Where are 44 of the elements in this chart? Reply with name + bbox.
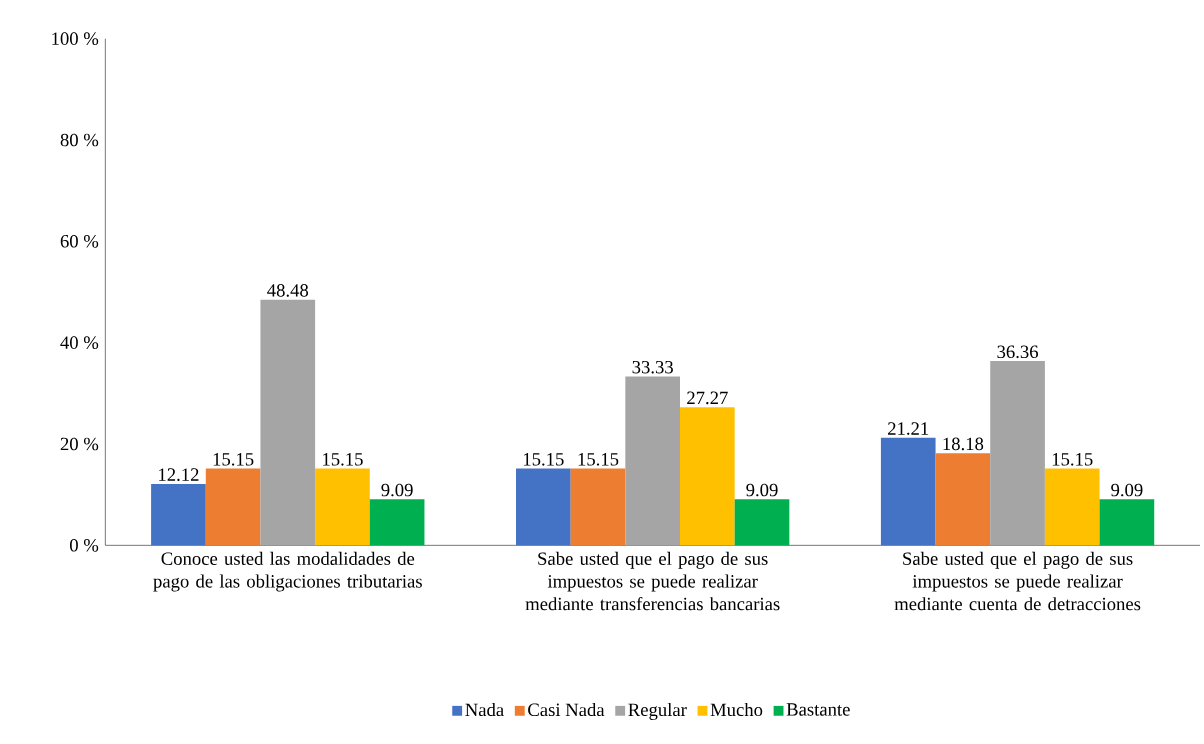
- data-label: 36.36: [997, 345, 1039, 359]
- data-label: 15.15: [213, 453, 254, 466]
- y-tick-label: 20 %: [60, 437, 99, 451]
- data-label: 27.27: [687, 391, 728, 405]
- bar: [680, 407, 735, 546]
- bar: [1044, 468, 1100, 546]
- data-label: 21.21: [888, 422, 929, 435]
- bar: [260, 299, 316, 546]
- bar: [369, 499, 425, 546]
- bar: [315, 468, 370, 546]
- bar: [1099, 499, 1155, 546]
- legend-label: Regular: [628, 702, 687, 720]
- bar: [516, 468, 571, 546]
- bar: [990, 361, 1045, 546]
- x-tick-label: Sabe usted que el pago de sus impuestos se puede realizar mediante transferencias bancarias: [525, 551, 780, 611]
- legend-label: Bastante: [786, 703, 850, 716]
- bar: [935, 453, 991, 546]
- bar: [205, 468, 261, 546]
- y-tick-label: 80 %: [60, 133, 99, 147]
- data-label: 33.33: [632, 360, 673, 374]
- bar: [625, 376, 681, 546]
- y-tick-label: 60 %: [60, 235, 99, 248]
- data-label: 15.15: [578, 453, 619, 466]
- x-tick-label: Conoce usted las modalidades de pago de las obligaciones tributarias: [153, 551, 422, 592]
- bar: [880, 437, 936, 546]
- bar: [151, 483, 206, 546]
- legend-label: Casi Nada: [528, 702, 605, 717]
- legend-label: Nada: [465, 702, 504, 717]
- legend-label: Mucho: [710, 702, 763, 717]
- x-tick-label: Sabe usted que el pago de sus impuestos se puede realizar mediante cuenta de detracciones: [894, 551, 1141, 611]
- data-label: 9.09: [1111, 483, 1143, 497]
- data-label: 18.18: [943, 437, 984, 451]
- bar: [734, 499, 790, 546]
- y-tick-label: 40 %: [60, 336, 99, 349]
- bar: [570, 468, 626, 546]
- data-label: 12.12: [159, 468, 199, 481]
- data-label: 9.09: [381, 483, 413, 497]
- y-tick-label: 100 %: [52, 32, 99, 45]
- data-label: 9.09: [746, 483, 778, 497]
- data-label: 15.15: [1052, 453, 1093, 466]
- y-tick-label: 0 %: [70, 539, 99, 552]
- data-label: 15.15: [323, 453, 363, 466]
- data-label: 48.48: [267, 284, 309, 297]
- data-label: 15.15: [523, 453, 564, 466]
